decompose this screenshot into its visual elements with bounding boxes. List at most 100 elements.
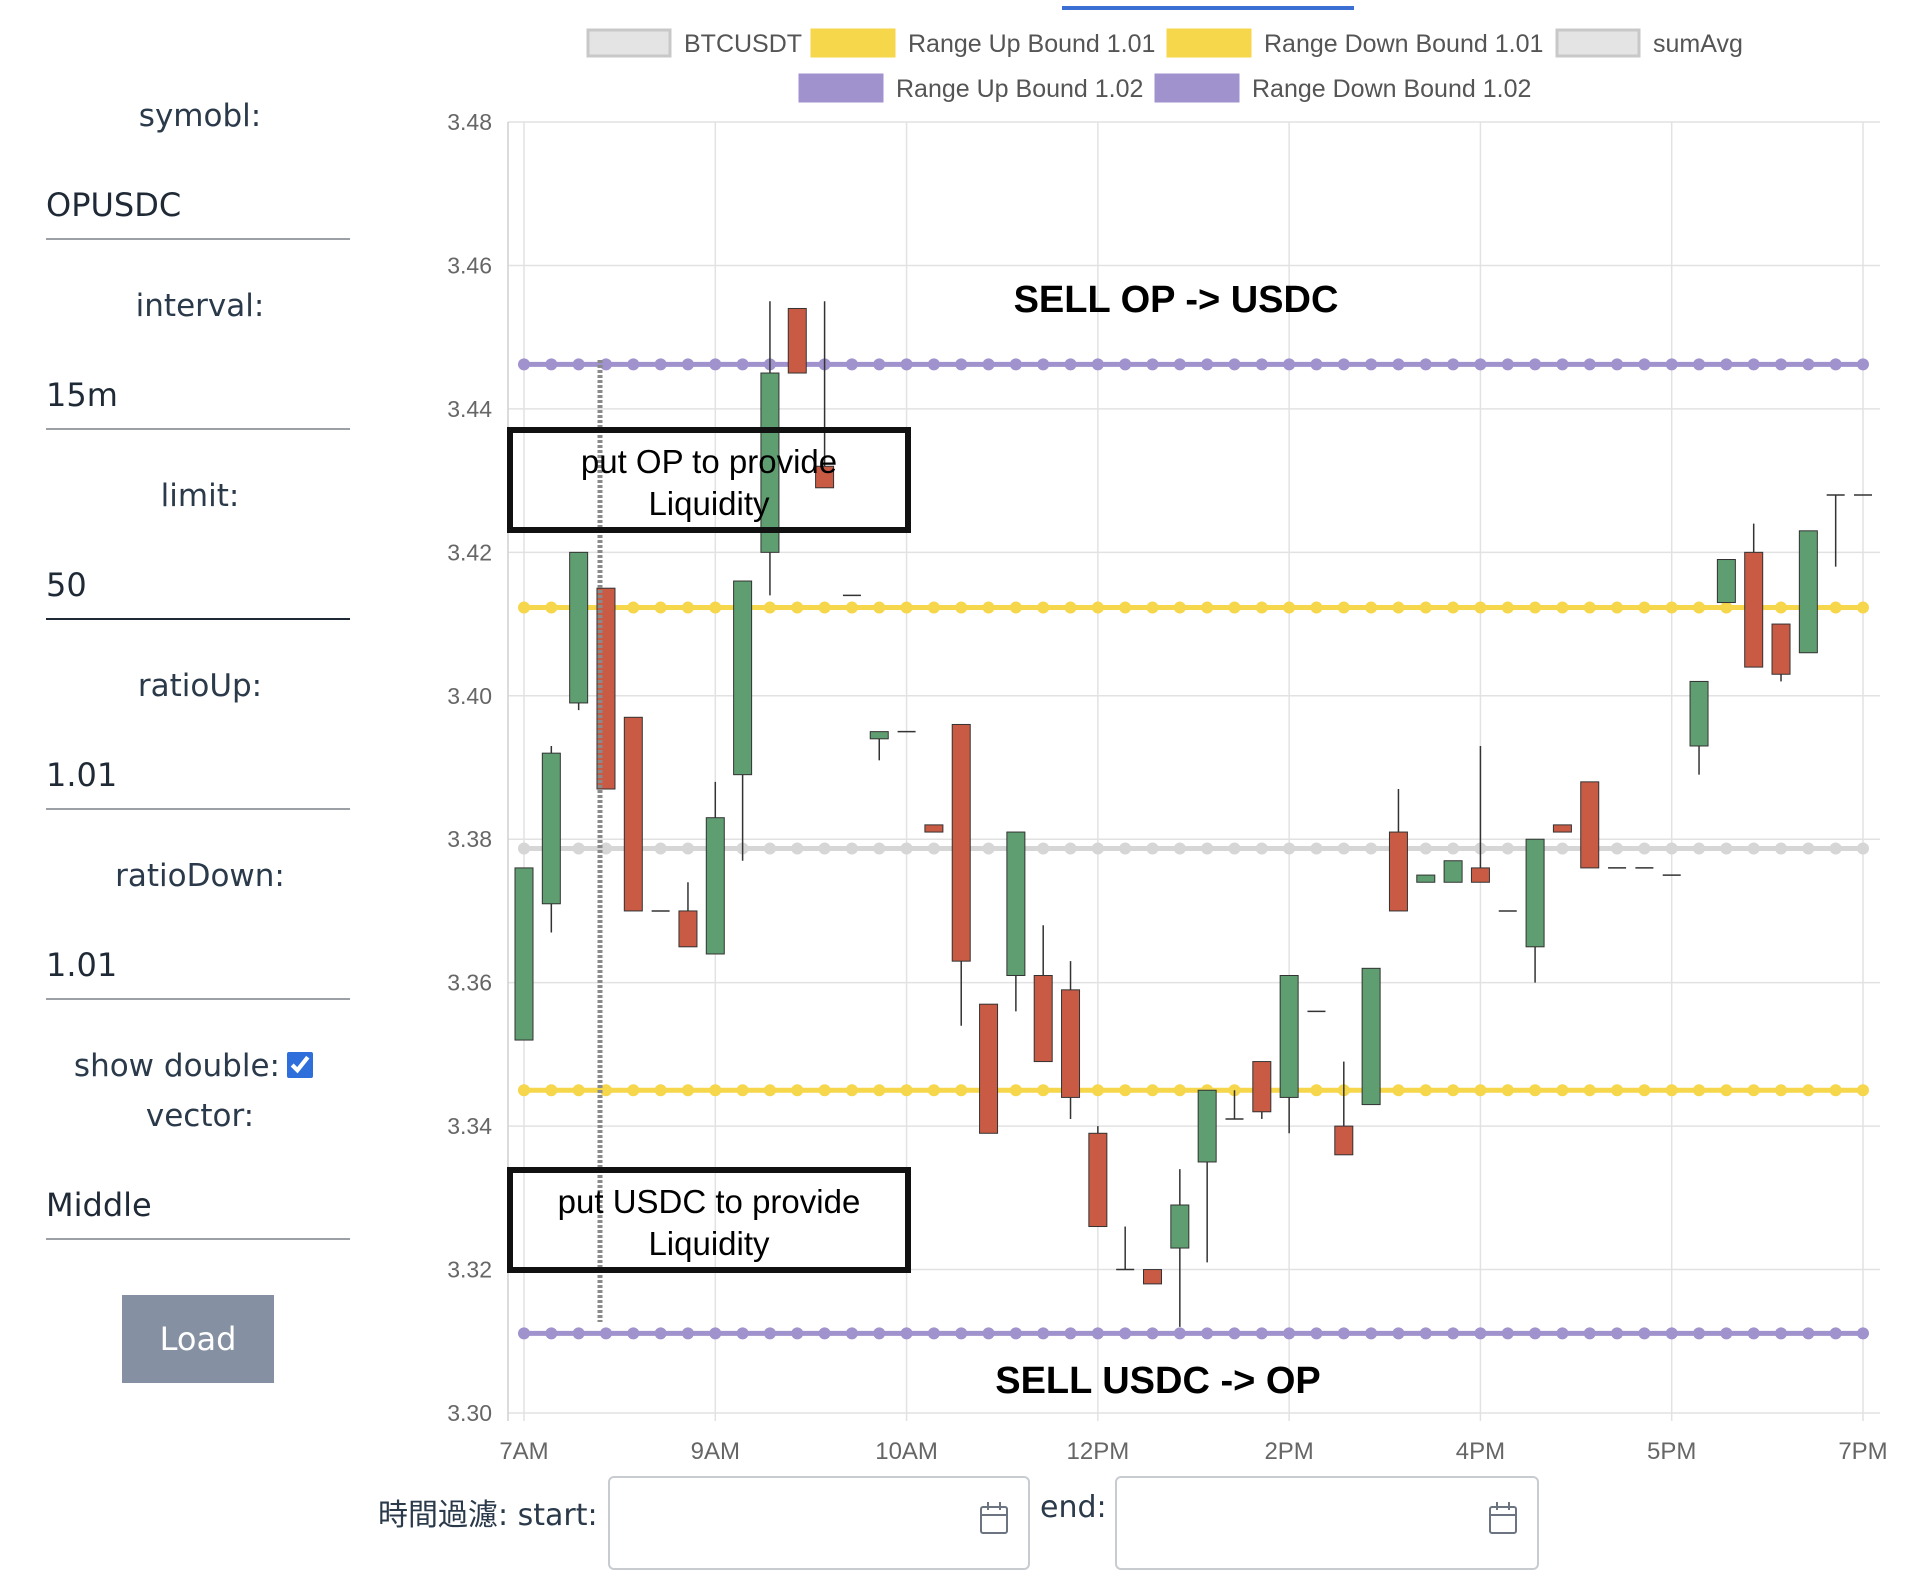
candle-body	[760, 372, 780, 553]
legend-label: Range Down Bound 1.02	[1252, 75, 1531, 103]
sumavg-point	[1693, 842, 1706, 855]
range-down-bound-1-02-point	[1802, 1327, 1815, 1340]
range-down-bound-1-02-point	[627, 1327, 640, 1340]
sumavg-point	[1119, 842, 1132, 855]
interval-input[interactable]	[46, 376, 350, 430]
range-up-bound-1-01-point	[1146, 601, 1159, 614]
candle-body	[1744, 551, 1764, 668]
range-up-bound-1-01-point	[545, 601, 558, 614]
range-down-bound-1-02-point	[818, 1327, 831, 1340]
candle-body	[787, 307, 807, 374]
y-tick-label: 3.34	[447, 1113, 492, 1139]
candle	[514, 867, 534, 1041]
ratio-up-label: ratioUp:	[137, 668, 263, 704]
candle	[1170, 1169, 1190, 1327]
ratio-up-input[interactable]	[46, 756, 350, 810]
range-down-bound-1-02-point	[845, 1327, 858, 1340]
candle	[1033, 925, 1053, 1063]
range-up-bound-1-01-point	[1064, 601, 1077, 614]
annotation-text: Liquidity	[648, 485, 770, 522]
range-up-bound-1-01-point	[1255, 601, 1268, 614]
range-up-bound-1-01-point	[1474, 601, 1487, 614]
limit-input[interactable]	[46, 566, 350, 620]
range-down-bound-1-02-point	[900, 1327, 913, 1340]
range-down-bound-1-02-point	[1419, 1327, 1432, 1340]
legend-swatch	[1166, 28, 1252, 58]
range-down-bound-1-01-point	[545, 1084, 558, 1097]
range-up-bound-1-02-point	[1283, 358, 1296, 371]
load-button[interactable]: Load	[122, 1295, 274, 1383]
symbol-input[interactable]	[46, 186, 350, 240]
range-up-bound-1-02-point	[1228, 358, 1241, 371]
sumavg-point	[1556, 842, 1569, 855]
chart-legend: BTCUSDT Range Up Bound 1.01 Range Down Bou…	[586, 28, 1743, 103]
candle	[979, 1003, 999, 1134]
sumavg-point	[1146, 842, 1159, 855]
range-up-bound-1-01-point	[1529, 601, 1542, 614]
sumavg-point	[1255, 842, 1268, 855]
candle	[1388, 789, 1408, 912]
range-up-bound-1-01-point	[1009, 601, 1022, 614]
range-up-bound-1-02-point	[736, 358, 749, 371]
candle	[678, 882, 698, 948]
candle	[1771, 623, 1791, 682]
show-double-label: show double:	[73, 1048, 280, 1084]
calendar-icon[interactable]	[1489, 1502, 1517, 1534]
show-double-checkbox[interactable]	[287, 1052, 313, 1078]
range-down-bound-1-01-point	[1857, 1084, 1869, 1097]
range-up-bound-1-02-point	[1419, 358, 1432, 371]
vector-input[interactable]	[46, 1186, 350, 1240]
range-lines	[518, 358, 1869, 1340]
legend-swatch	[1555, 28, 1641, 58]
range-up-bound-1-02-point	[955, 358, 968, 371]
candle	[1443, 860, 1463, 883]
candle-body	[678, 910, 698, 948]
end-date-input[interactable]	[1129, 1502, 1433, 1544]
start-date-input[interactable]	[622, 1502, 926, 1544]
range-up-bound-1-01-point	[1829, 601, 1842, 614]
range-down-bound-1-01-point	[709, 1084, 722, 1097]
candle-body	[1143, 1269, 1163, 1285]
range-up-bound-1-01-point	[1119, 601, 1132, 614]
candle-body	[951, 723, 971, 962]
range-down-bound-1-01-point	[654, 1084, 667, 1097]
range-down-bound-1-01-point	[1611, 1084, 1624, 1097]
range-up-bound-1-02-point	[1009, 358, 1022, 371]
candle-body	[1334, 1125, 1354, 1156]
range-down-bound-1-02-point	[1556, 1327, 1569, 1340]
range-down-bound-1-02-point	[1583, 1327, 1596, 1340]
range-down-bound-1-01-point	[1829, 1084, 1842, 1097]
candle	[1197, 1089, 1217, 1263]
ratio-down-input[interactable]	[46, 946, 350, 1000]
range-down-bound-1-02-point	[1119, 1327, 1132, 1340]
range-down-bound-1-02-point	[1693, 1327, 1706, 1340]
annotation-sell-usdc: SELL USDC -> OP	[995, 1360, 1321, 1402]
calendar-icon[interactable]	[980, 1502, 1008, 1534]
y-tick-label: 3.44	[447, 396, 492, 422]
start-date-picker[interactable]	[608, 1476, 1030, 1570]
candlestick-chart: BTCUSDT Range Up Bound 1.01 Range Down Bou…	[447, 28, 1888, 1465]
sumavg-point	[1447, 842, 1460, 855]
range-down-bound-1-02-point	[873, 1327, 886, 1340]
range-down-bound-1-02-point	[1228, 1327, 1241, 1340]
legend-swatch	[586, 28, 672, 58]
range-up-bound-1-02-point	[545, 358, 558, 371]
range-up-bound-1-01-point	[1693, 601, 1706, 614]
range-down-bound-1-01-point	[1501, 1084, 1514, 1097]
candle-body	[1388, 831, 1408, 912]
range-down-bound-1-02-point	[1310, 1327, 1323, 1340]
candle-body	[1552, 824, 1572, 833]
y-tick-label: 3.38	[447, 826, 492, 852]
candle	[1088, 1126, 1108, 1228]
time-filter-start-label: 時間過濾: start:	[378, 1498, 598, 1533]
range-down-bound-1-02-point	[1529, 1327, 1542, 1340]
range-up-bound-1-01-point	[1337, 601, 1350, 614]
candle	[1826, 494, 1845, 567]
range-up-bound-1-02-point	[1720, 358, 1733, 371]
end-date-picker[interactable]	[1115, 1476, 1539, 1570]
range-down-bound-1-02-point	[927, 1327, 940, 1340]
sumavg-point	[681, 842, 694, 855]
legend-swatch	[798, 73, 884, 103]
range-down-bound-1-01-point	[845, 1084, 858, 1097]
range-down-bound-1-01-point	[955, 1084, 968, 1097]
